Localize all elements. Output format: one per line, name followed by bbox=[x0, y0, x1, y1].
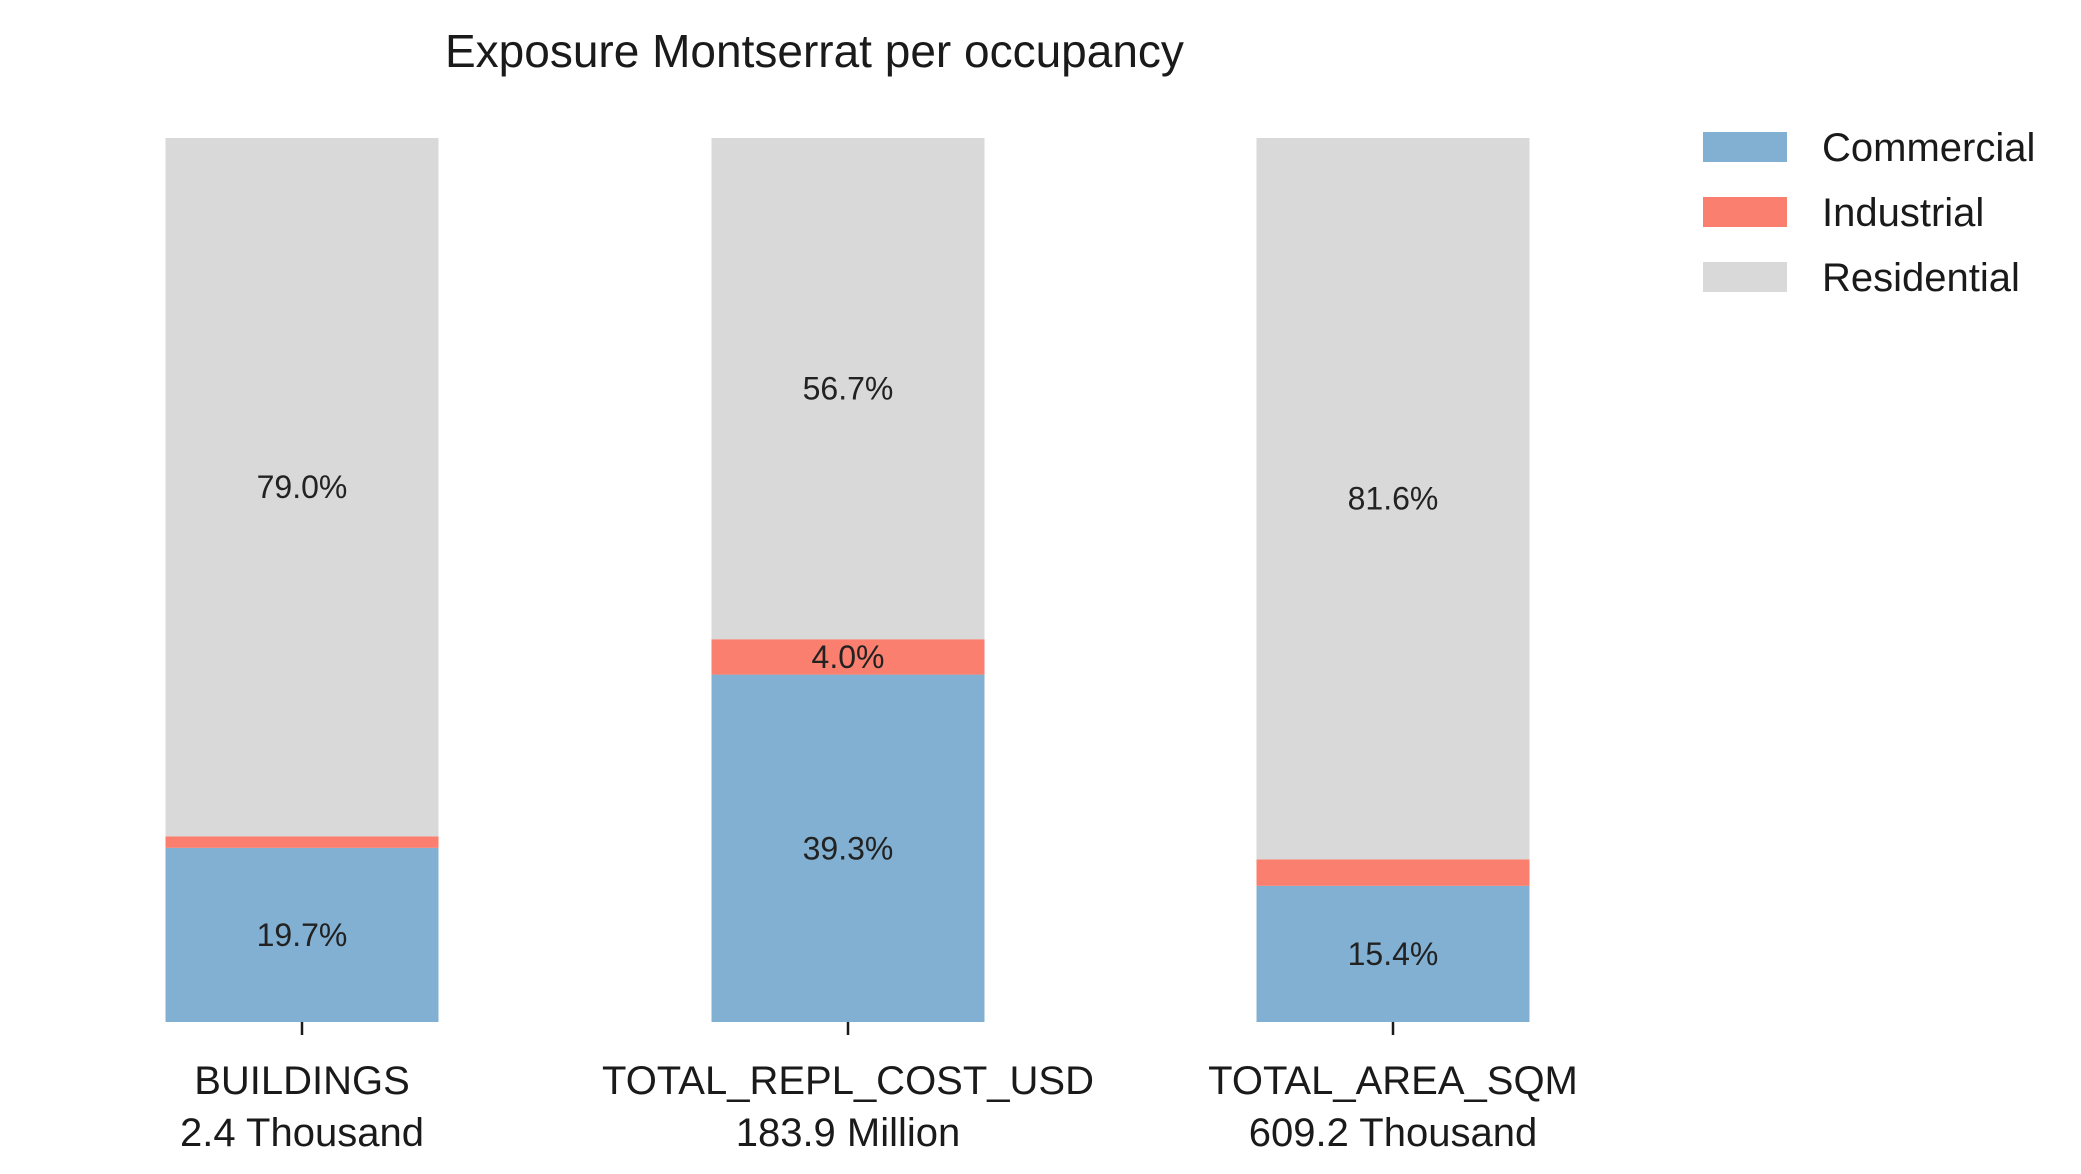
bar-segment-residential-buildings bbox=[165, 138, 439, 837]
x-tick-label: TOTAL_AREA_SQM bbox=[1208, 1059, 1578, 1103]
bar-value-label: 81.6% bbox=[1348, 481, 1439, 517]
legend-swatch-commercial bbox=[1703, 132, 1787, 162]
x-tick-total-label: 183.9 Million bbox=[736, 1111, 961, 1155]
bar-value-label: 39.3% bbox=[803, 830, 894, 866]
legend-label-residential: Residential bbox=[1822, 256, 2020, 300]
bar-value-label: 15.4% bbox=[1348, 936, 1439, 972]
chart-title: Exposure Montserrat per occupancy bbox=[445, 25, 1184, 77]
x-tick-total-label: 609.2 Thousand bbox=[1249, 1111, 1537, 1155]
bar-value-label: 79.0% bbox=[257, 469, 348, 505]
bar-labels-group: 19.7% 79.0% 39.3% 4.0% 56.7% 15.4% 81.6% bbox=[257, 371, 1439, 972]
bars-group bbox=[165, 138, 1530, 1022]
legend-label-industrial: Industrial bbox=[1822, 191, 1984, 235]
bar-segment-industrial-total-repl-cost-usd bbox=[711, 639, 985, 675]
bar-value-label: 56.7% bbox=[803, 371, 894, 407]
legend-label-commercial: Commercial bbox=[1822, 126, 2035, 170]
bar-value-label: 4.0% bbox=[812, 639, 885, 675]
x-tick-total-label: 2.4 Thousand bbox=[180, 1111, 424, 1155]
bar-segment-commercial-total-repl-cost-usd bbox=[711, 674, 985, 1022]
bar-segment-commercial-buildings bbox=[165, 847, 439, 1022]
bar-segment-residential-total-area-sqm bbox=[1256, 138, 1530, 860]
bar-segment-industrial-total-area-sqm bbox=[1256, 859, 1530, 886]
bar-segment-commercial-total-area-sqm bbox=[1256, 885, 1530, 1022]
bar-value-label: 19.7% bbox=[257, 917, 348, 953]
legend-swatch-industrial bbox=[1703, 197, 1787, 227]
legend: Commercial Industrial Residential bbox=[1703, 126, 2035, 300]
bar-segment-industrial-buildings bbox=[165, 836, 439, 848]
bar-segment-residential-total-repl-cost-usd bbox=[711, 138, 985, 640]
legend-swatch-residential bbox=[1703, 262, 1787, 292]
x-axis: BUILDINGS 2.4 Thousand TOTAL_REPL_COST_USD… bbox=[180, 1022, 1578, 1155]
x-tick-label: BUILDINGS bbox=[194, 1059, 410, 1103]
x-tick-label: TOTAL_REPL_COST_USD bbox=[602, 1059, 1094, 1103]
